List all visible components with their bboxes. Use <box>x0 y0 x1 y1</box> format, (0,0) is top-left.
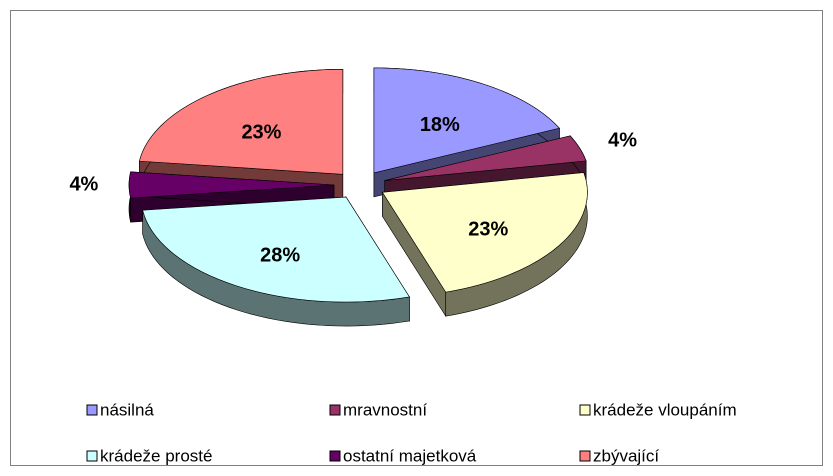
data-label: 18% <box>420 114 460 136</box>
data-label: 28% <box>260 245 300 267</box>
legend-label: násilná <box>100 400 154 419</box>
data-label: 4% <box>608 129 637 151</box>
pie-slice <box>384 135 587 181</box>
legend-swatch <box>329 404 341 416</box>
legend-swatch <box>329 450 341 462</box>
legend-swatch <box>579 404 591 416</box>
data-label: 23% <box>241 121 281 143</box>
legend-swatch <box>579 450 591 462</box>
legend-label: zbývající <box>593 446 659 465</box>
pie-slice <box>381 172 588 293</box>
legend-label: krádeže vloupáním <box>593 400 737 419</box>
pie-slice <box>139 68 344 175</box>
pie-slice <box>128 171 335 199</box>
data-label: 4% <box>69 173 98 195</box>
legend-label: krádeže prosté <box>100 446 212 465</box>
data-label: 23% <box>468 219 508 241</box>
legend-label: ostatní majetková <box>343 446 477 465</box>
legend-swatch <box>86 450 98 462</box>
pie-slice <box>373 67 560 174</box>
pie-slice <box>142 196 410 303</box>
legend-swatch <box>86 404 98 416</box>
legend-label: mravnostní <box>343 400 427 419</box>
